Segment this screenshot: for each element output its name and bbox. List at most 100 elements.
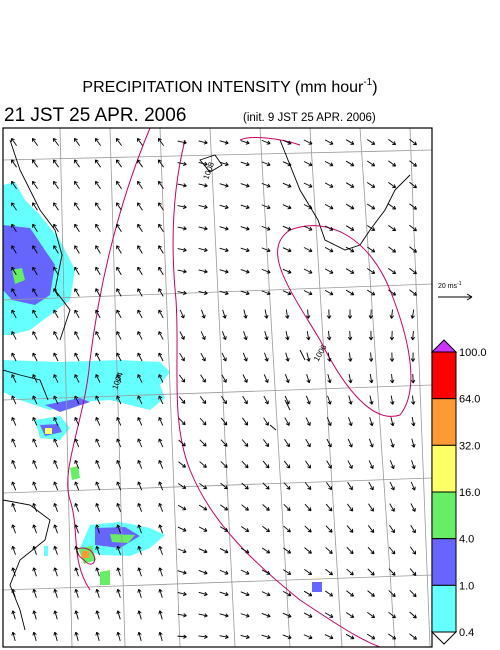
wind-arrow [220,461,228,469]
wind-arrow [115,137,123,146]
wind-arrow [264,309,269,319]
wind-arrow [11,438,17,448]
wind-arrow [137,245,143,254]
colorbar-label: 16.0 [459,487,480,499]
wind-arrow [95,266,101,276]
wind-arrow [367,590,375,597]
wind-arrow [198,634,208,639]
wind-arrow [367,611,376,619]
title-exponent: -1 [363,77,372,88]
wind-arrow [410,546,417,555]
wind-arrow [32,567,37,577]
wind-arrow [74,395,80,405]
wind-arrow [177,140,187,145]
wind-arrow [199,482,208,490]
wind-arrow [53,374,59,383]
wind-arrow [222,309,227,319]
wind-arrow [220,504,229,511]
wind-arrow [178,396,186,404]
wind-arrow [306,352,311,362]
wind-arrow [53,481,59,491]
wind-arrow [32,610,37,620]
wind-arrow [324,203,334,210]
wind-arrow [284,374,290,384]
wind-arrow [95,223,101,233]
wind-arrow [345,612,355,618]
wind-arrow [116,631,121,641]
wind-arrow [324,268,334,274]
wind-arrow [32,481,38,491]
wind-arrow [158,631,163,641]
wind-arrow [198,247,208,253]
wind-arrow [32,202,38,211]
wind-arrow [241,482,249,490]
wind-arrow [410,352,416,362]
wind-arrow [137,223,143,233]
wind-arrow [388,633,397,640]
wind-arrow [179,331,185,340]
wind-arrow [74,331,80,340]
wind-arrow [282,290,292,296]
wind-arrow [368,481,374,491]
wind-arrow [368,330,374,341]
wind-arrow [200,374,206,383]
wind-arrow [346,546,354,555]
wind-arrow [158,245,164,254]
wind-arrow [327,395,332,405]
colorbar-over [430,339,458,353]
wind-arrow [282,204,292,210]
wind-arrow [305,460,311,469]
wind-arrow [158,202,164,211]
wind-arrow [73,159,80,168]
wind-arrow [409,246,417,253]
wind-arrow [116,567,121,577]
wind-arrow [410,481,416,491]
wind-arrow [198,269,208,274]
wind-arrow [388,246,397,253]
wind-arrow [243,309,248,319]
wind-arrow [241,526,250,532]
wind-arrow [389,525,396,534]
wind-arrow [303,612,313,618]
wind-arrow [261,634,271,640]
wind-arrow [389,373,395,384]
wind-arrow [388,289,397,296]
wind-arrow [158,524,163,534]
wind-arrow [303,290,313,296]
wind-arrow [116,588,121,598]
wind-arrow [10,159,17,168]
wind-arrow [368,352,374,362]
wind-arrow [32,395,38,405]
wind-arrow [95,438,101,448]
wind-arrow [157,159,164,168]
wind-arrow [116,245,122,254]
colorbar-segment [431,398,457,446]
wind-arrow [95,374,101,383]
wind-arrow [240,613,250,618]
wind-arrow [324,225,334,231]
wind-arrow [32,545,37,555]
wind-arrow [73,137,81,146]
wind-arrow [345,160,355,167]
wind-arrow [95,331,101,340]
wind-scale-label: 20 ms-1 [438,281,462,290]
wind-arrow [219,226,229,231]
wind-arrow [198,526,208,532]
wind-arrow [116,459,122,469]
wind-arrow [348,352,353,362]
wind-arrow [52,137,60,146]
wind-arrow [11,502,17,512]
wind-arrow [53,288,59,297]
wind-arrow [178,461,186,468]
wind-arrow [219,269,229,274]
wind-arrow [368,503,374,512]
wind-arrow [263,395,269,405]
wind-arrow [53,352,59,362]
wind-arrow [11,395,17,405]
wind-arrow [158,223,164,233]
wind-arrow [178,374,186,383]
wind-arrow [283,460,291,469]
wind-arrow [388,182,397,189]
wind-arrow [177,504,187,511]
wind-arrow [303,182,313,188]
